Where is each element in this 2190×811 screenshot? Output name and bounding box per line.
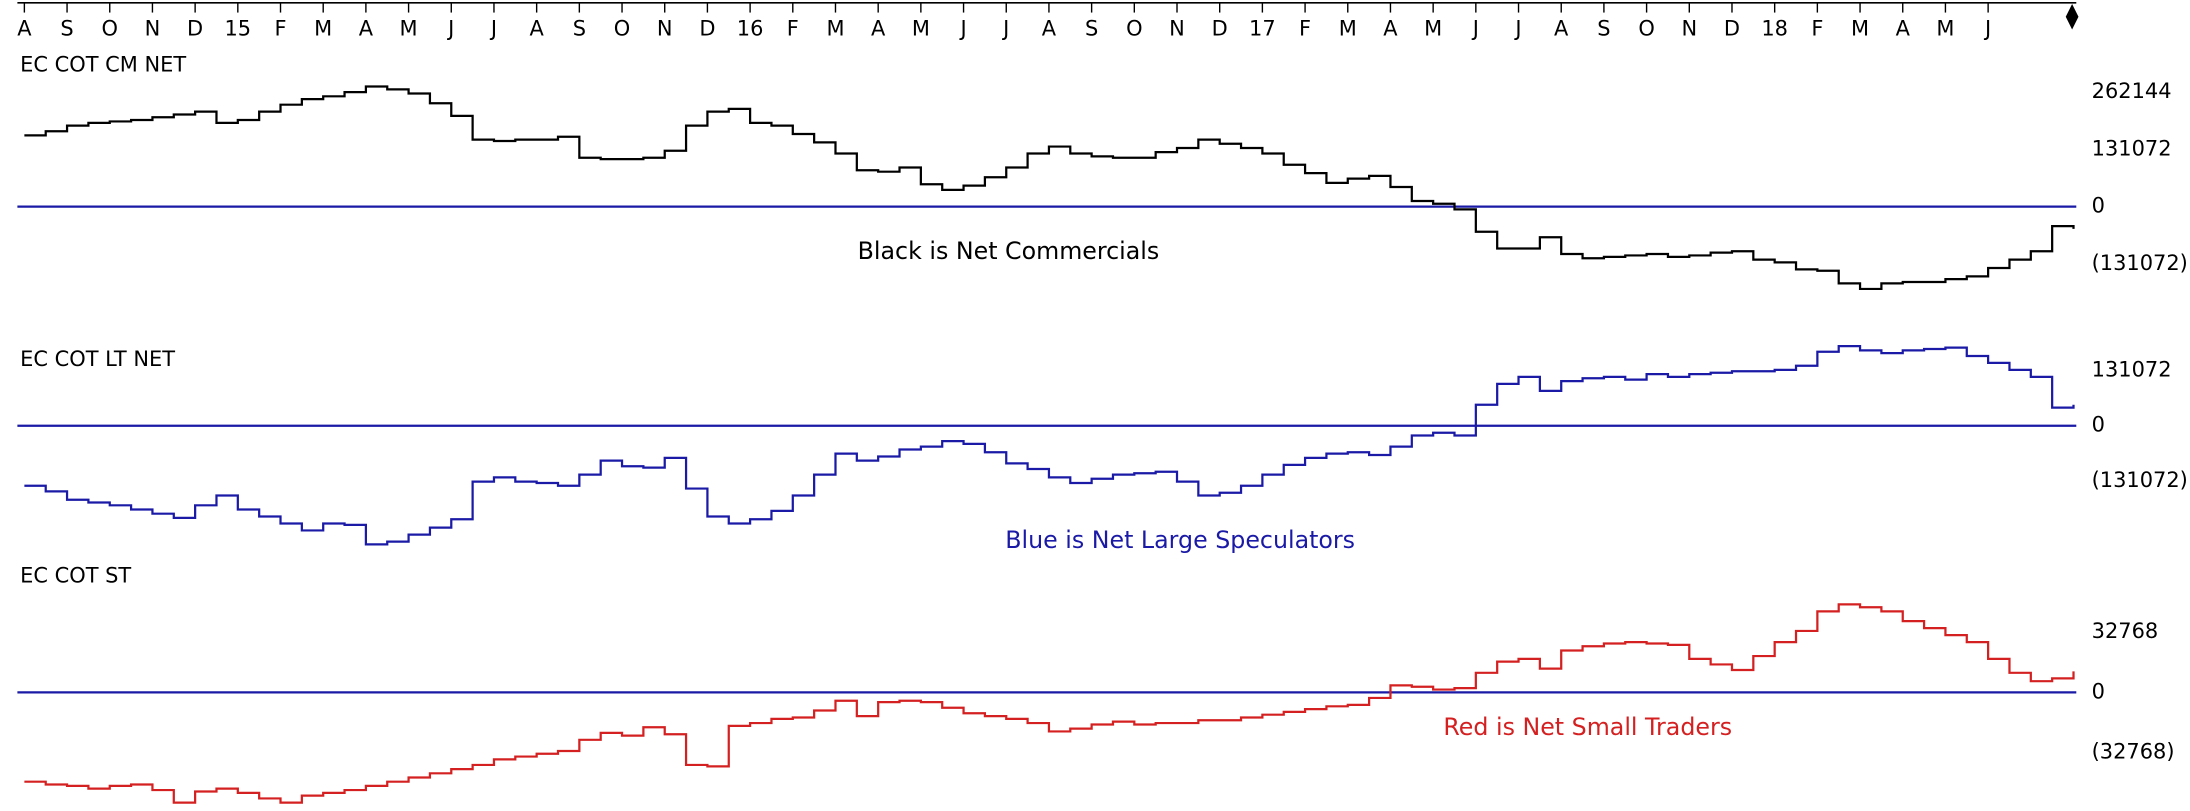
data-line: [24, 85, 2075, 291]
x-tick-label: J: [1513, 16, 1521, 40]
annotation: Red is Net Small Traders: [1443, 713, 1732, 741]
x-tick-label: S: [1597, 16, 1610, 40]
x-tick-label: M: [826, 16, 844, 40]
annotation: Blue is Net Large Speculators: [1005, 526, 1355, 554]
x-tick-label: A: [1554, 16, 1569, 40]
x-tick-label: M: [400, 16, 418, 40]
x-tick-label: F: [787, 16, 799, 40]
x-tick-label: F: [274, 16, 286, 40]
x-tick-label: N: [1169, 16, 1185, 40]
x-tick-label: A: [1896, 16, 1911, 40]
x-tick-label: D: [1724, 16, 1740, 40]
x-tick-label: A: [1383, 16, 1398, 40]
x-tick-label: O: [102, 16, 118, 40]
x-tick-label: M: [1424, 16, 1442, 40]
x-tick-label: A: [871, 16, 886, 40]
x-tick-label: J: [1471, 16, 1479, 40]
x-tick-label: 16: [737, 16, 764, 40]
x-tick-label: S: [573, 16, 586, 40]
x-tick-label: D: [187, 16, 203, 40]
x-tick-label: O: [614, 16, 630, 40]
x-tick-label: N: [1681, 16, 1697, 40]
x-tick-label: S: [1085, 16, 1098, 40]
x-tick-label: M: [1851, 16, 1869, 40]
x-tick-label: N: [657, 16, 673, 40]
x-tick-label: M: [912, 16, 930, 40]
data-line: [24, 603, 2075, 804]
x-tick-label: F: [1299, 16, 1311, 40]
y-tick-label: 32768: [2092, 619, 2159, 643]
x-tick-label: M: [314, 16, 332, 40]
x-tick-label: 15: [225, 16, 252, 40]
x-tick-label: M: [1936, 16, 1954, 40]
x-tick-label: 17: [1249, 16, 1276, 40]
x-tick-label: A: [17, 16, 32, 40]
x-tick-label: J: [958, 16, 966, 40]
x-tick-label: J: [489, 16, 497, 40]
data-line: [24, 345, 2075, 546]
y-tick-label: 0: [2092, 194, 2105, 218]
x-tick-label: S: [60, 16, 73, 40]
x-tick-label: M: [1339, 16, 1357, 40]
x-tick-label: A: [359, 16, 374, 40]
x-tick-label: O: [1126, 16, 1142, 40]
y-tick-label: (131072): [2092, 251, 2188, 275]
x-tick-label: J: [1983, 16, 1991, 40]
x-tick-label: F: [1811, 16, 1823, 40]
panel-label: EC COT ST: [20, 563, 131, 587]
x-tick-label: 18: [1761, 16, 1788, 40]
x-tick-label: O: [1638, 16, 1654, 40]
x-tick-label: J: [446, 16, 454, 40]
y-tick-label: 131072: [2092, 136, 2172, 160]
x-tick-label: D: [1212, 16, 1228, 40]
y-tick-label: 0: [2092, 413, 2105, 437]
y-tick-label: 262144: [2092, 79, 2172, 103]
x-tick-label: N: [145, 16, 161, 40]
scroll-icon: [2065, 4, 2079, 30]
x-tick-label: D: [699, 16, 715, 40]
panel-label: EC COT LT NET: [20, 347, 175, 371]
y-tick-label: (32768): [2092, 740, 2175, 764]
y-tick-label: (131072): [2092, 468, 2188, 492]
x-tick-label: A: [1042, 16, 1057, 40]
x-tick-label: J: [1001, 16, 1009, 40]
annotation: Black is Net Commercials: [858, 237, 1160, 265]
x-tick-label: A: [529, 16, 544, 40]
y-tick-label: 0: [2092, 679, 2105, 703]
y-tick-label: 131072: [2092, 357, 2172, 381]
panel-label: EC COT CM NET: [20, 53, 186, 77]
